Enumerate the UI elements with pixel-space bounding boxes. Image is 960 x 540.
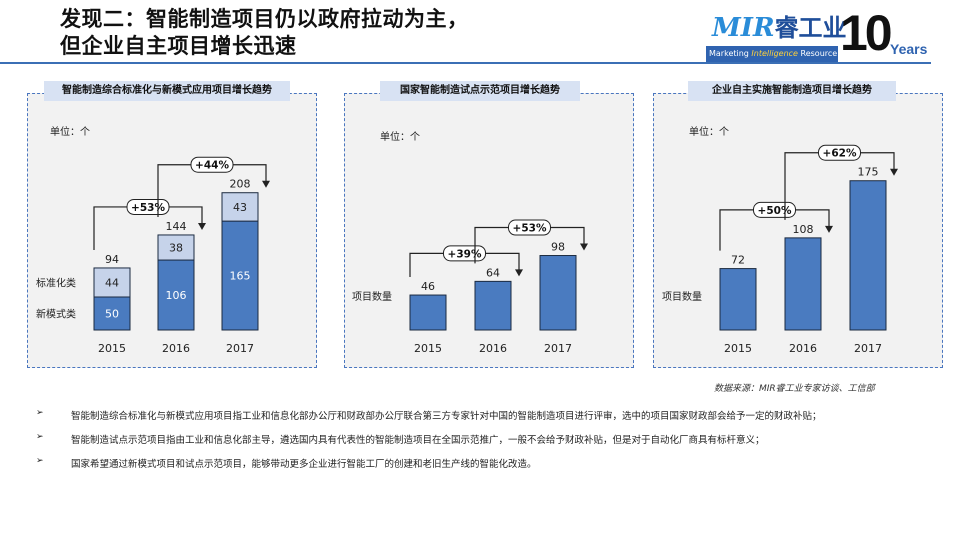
x-tick-label: 2017 xyxy=(226,342,254,355)
logo-tagline-c: Resource xyxy=(797,49,838,58)
x-tick-label: 2017 xyxy=(544,342,572,355)
page-title: 发现二：智能制造项目仍以政府拉动为主， 但企业自主项目增长迅速 xyxy=(60,6,469,60)
unit-label: 单位：个 xyxy=(380,130,420,143)
arrow-down-icon xyxy=(890,168,898,176)
bar-total-label: 208 xyxy=(230,178,251,191)
x-tick-label: 2016 xyxy=(162,342,190,355)
logo-tagline: Marketing Intelligence Resource xyxy=(706,46,838,62)
bar-total-label: 175 xyxy=(858,166,879,179)
arrow-down-icon xyxy=(262,180,270,188)
growth-badge xyxy=(818,144,861,161)
x-tick-label: 2017 xyxy=(854,342,882,355)
chart-title-standardization: 智能制造综合标准化与新模式应用项目增长趋势 xyxy=(44,81,290,101)
series-label: 项目数量 xyxy=(352,290,392,303)
growth-rate-label: +50% xyxy=(758,205,792,217)
bullet-text: 国家希望通过新模式项目和试点示范项目，能够带动更多企业进行智能工厂的创建和老旧生… xyxy=(71,459,537,470)
logo-years-text: Years xyxy=(890,41,928,57)
bullet-arrow-icon: ➢ xyxy=(36,432,44,442)
bar-segment-standard xyxy=(221,192,259,222)
page-title-line2: 但企业自主项目增长迅速 xyxy=(60,34,297,58)
arrow-down-icon xyxy=(515,269,523,277)
bar-segment-label: 44 xyxy=(105,276,119,289)
series-label: 项目数量 xyxy=(662,290,702,303)
bar-total-label: 108 xyxy=(793,223,814,236)
series-label: 新模式类 xyxy=(36,308,76,321)
growth-rate-label: +44% xyxy=(195,160,229,172)
bar-total-label: 94 xyxy=(105,253,119,266)
bullet-arrow-icon: ➢ xyxy=(36,456,44,466)
bar-segment-standard xyxy=(157,234,195,261)
bar-value xyxy=(784,237,822,331)
bullet-text: 智能制造试点示范项目指由工业和信息化部主导，遴选国内具有代表性的智能制造项目在全… xyxy=(71,435,765,446)
bar-value xyxy=(409,294,447,331)
bar-segment-new-mode xyxy=(157,259,195,331)
logo-underline xyxy=(706,62,931,64)
growth-rate-label: +53% xyxy=(513,223,547,235)
x-tick-label: 2016 xyxy=(789,342,817,355)
bar-total-label: 144 xyxy=(166,220,187,233)
unit-label: 单位：个 xyxy=(50,125,90,138)
growth-badge xyxy=(508,219,551,236)
title-divider xyxy=(0,62,706,64)
bar-segment-label: 38 xyxy=(169,242,183,255)
arrow-down-icon xyxy=(825,225,833,233)
bullet-item: ➢ 智能制造综合标准化与新模式应用项目指工业和信息化部办公厅和财政部办公厅联合第三… xyxy=(36,408,936,432)
bar-value xyxy=(474,280,512,331)
mir-logo: MIR睿工业 Marketing Intelligence Resource 1… xyxy=(706,5,931,64)
bar-segment-new-mode xyxy=(93,296,131,331)
x-tick-label: 2015 xyxy=(414,342,442,355)
growth-rate-label: +62% xyxy=(823,148,857,160)
growth-rate-label: +53% xyxy=(131,202,165,214)
logo-tagline-a: Marketing xyxy=(709,49,752,58)
chart-title-pilot: 国家智能制造试点示范项目增长趋势 xyxy=(380,81,580,101)
bar-segment-new-mode xyxy=(221,220,259,331)
page-title-line1: 发现二：智能制造项目仍以政府拉动为主， xyxy=(60,7,469,31)
series-label: 标准化类 xyxy=(36,276,76,289)
unit-label: 单位：个 xyxy=(689,125,729,138)
logo-mir-text: MIR xyxy=(712,13,775,43)
bar-segment-label: 165 xyxy=(230,270,251,283)
x-tick-label: 2016 xyxy=(479,342,507,355)
x-tick-label: 2015 xyxy=(98,342,126,355)
bullet-arrow-icon: ➢ xyxy=(36,408,44,418)
logo-anniversary-number: 10 xyxy=(840,5,893,61)
bar-segment-label: 50 xyxy=(105,308,119,321)
logo-tagline-b: Intelligence xyxy=(751,49,798,58)
arrow-down-icon xyxy=(580,243,588,251)
bar-total-label: 72 xyxy=(731,254,745,267)
bar-value xyxy=(539,255,577,331)
chart-panel-pilot xyxy=(344,93,634,368)
bar-segment-standard xyxy=(93,267,131,298)
bullet-item: ➢ 国家希望通过新模式项目和试点示范项目，能够带动更多企业进行智能工厂的创建和老旧… xyxy=(36,456,936,480)
bullet-text: 智能制造综合标准化与新模式应用项目指工业和信息化部办公厅和财政部办公厅联合第三方… xyxy=(71,411,822,422)
data-source-note: 数据来源：MIR睿工业专家访谈、工信部 xyxy=(714,384,875,394)
bar-segment-label: 106 xyxy=(166,289,187,302)
bullet-list: ➢ 智能制造综合标准化与新模式应用项目指工业和信息化部办公厅和财政部办公厅联合第三… xyxy=(36,408,936,480)
chart-title-enterprise: 企业自主实施智能制造项目增长趋势 xyxy=(688,81,896,101)
arrow-down-icon xyxy=(198,222,206,230)
logo-wordmark: MIR睿工业 xyxy=(712,8,847,43)
bullet-item: ➢ 智能制造试点示范项目指由工业和信息化部主导，遴选国内具有代表性的智能制造项目在… xyxy=(36,432,936,456)
bar-total-label: 46 xyxy=(421,280,435,293)
x-tick-label: 2015 xyxy=(724,342,752,355)
bar-total-label: 64 xyxy=(486,266,500,279)
bar-segment-label: 43 xyxy=(233,201,247,214)
logo-cn-text: 睿工业 xyxy=(774,14,847,42)
bar-total-label: 98 xyxy=(551,241,565,254)
growth-rate-label: +39% xyxy=(448,248,482,260)
growth-badge xyxy=(190,156,234,173)
bar-value xyxy=(849,180,887,331)
bar-value xyxy=(719,268,757,331)
